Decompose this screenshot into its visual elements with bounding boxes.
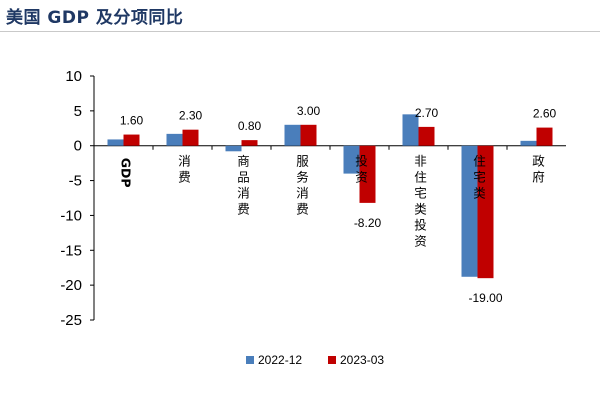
x-category-label: 服务消费	[296, 154, 309, 217]
y-tick-label: 0	[74, 138, 82, 155]
legend-label: 2022-12	[258, 353, 302, 367]
bar-202212	[402, 114, 419, 146]
bar-202303	[359, 145, 376, 203]
bar-202212	[107, 139, 124, 146]
bar-202303	[477, 145, 494, 279]
legend-swatch	[328, 356, 336, 364]
data-label: -19.00	[468, 291, 502, 305]
data-label: -8.20	[354, 216, 382, 230]
chart-title: 美国 GDP 及分项同比	[6, 8, 184, 28]
x-category-label: 住宅类	[473, 154, 486, 201]
y-tick-label: 5	[74, 103, 82, 120]
bar-202212	[461, 145, 478, 277]
y-tick-label: -5	[69, 173, 82, 190]
data-label: 2.30	[179, 109, 203, 123]
legend-swatch	[246, 356, 254, 364]
bar-202212	[166, 133, 183, 146]
bar-202303	[418, 126, 435, 146]
bar-202303	[536, 127, 553, 146]
y-tick-label: -20	[60, 277, 82, 294]
x-category-label: GDP	[119, 158, 134, 188]
title-divider	[0, 31, 600, 32]
data-label: 2.60	[533, 107, 557, 121]
x-category-label: 商品消费	[237, 154, 250, 217]
data-label: 3.00	[297, 104, 321, 118]
bar-202212	[284, 124, 301, 146]
x-category-label: 投资	[355, 154, 368, 185]
bar-202303	[300, 124, 317, 146]
bar-202303	[123, 134, 140, 146]
title-bar: 美国 GDP 及分项同比	[0, 0, 600, 32]
data-label: 1.60	[120, 114, 144, 128]
y-tick-label: -25	[60, 312, 82, 329]
x-category-label: 消费	[178, 154, 191, 185]
y-tick-label: -15	[60, 242, 82, 259]
bar-202212	[343, 145, 360, 174]
bar-202303	[182, 129, 199, 146]
y-tick-label: 10	[65, 68, 82, 85]
x-category-label: 政府	[532, 154, 545, 185]
bar-202212	[225, 145, 242, 152]
data-label: 0.80	[238, 119, 262, 133]
y-tick-label: -10	[60, 207, 82, 224]
legend-label: 2023-03	[340, 353, 384, 367]
data-label: 2.70	[415, 106, 439, 120]
bar-202303	[241, 140, 258, 146]
x-category-label: 非住宅类投资	[414, 154, 427, 249]
bar-202212	[520, 140, 537, 146]
